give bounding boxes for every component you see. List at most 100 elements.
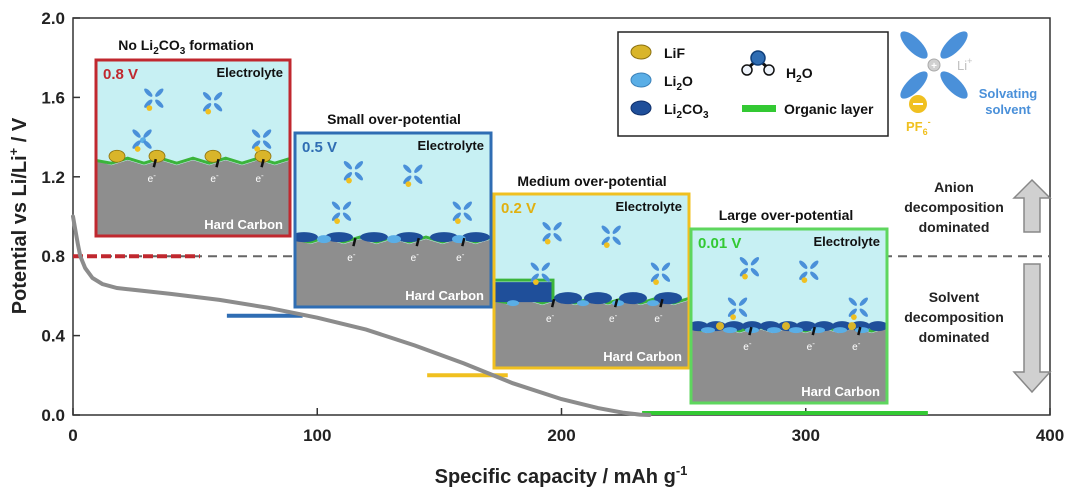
panel-border-3 — [689, 227, 889, 405]
solvent-lobe — [414, 164, 423, 173]
x-axis-label: Specific capacity / mAh g-1 — [435, 463, 688, 488]
x-tick-label-3: 300 — [792, 426, 820, 445]
anion-dot — [134, 146, 141, 152]
li2o-particle — [387, 235, 401, 244]
lif-particle — [108, 149, 126, 163]
panel-border-2 — [492, 192, 691, 370]
legend-label-h2o: H2O — [786, 65, 813, 85]
lif-particle — [716, 322, 724, 331]
solvent-annotation-line3: dominated — [919, 329, 990, 345]
anion-annotation-line2: decomposition — [904, 199, 1004, 215]
legend-box — [617, 31, 889, 137]
solvating-label-1: Solvating — [979, 86, 1038, 101]
li2co3-particle — [554, 292, 582, 305]
solvent-lobe — [661, 262, 671, 271]
electron-label: e- — [210, 171, 219, 185]
solvating-solvent-molecule — [542, 222, 562, 245]
solvent-lobe — [739, 257, 749, 266]
solvent-lobe — [144, 99, 153, 108]
x-tick-label-2: 200 — [547, 426, 575, 445]
solvent-lobe — [331, 201, 341, 210]
solvent-lobe — [331, 212, 341, 221]
li2o-particle — [507, 300, 519, 307]
lif-particle — [204, 149, 222, 163]
solvent-lobe — [727, 297, 737, 306]
electron-label: e- — [743, 339, 752, 353]
li2co3-particle — [462, 232, 490, 243]
anion-annotation-line3: dominated — [919, 219, 990, 235]
li2co3-particle — [360, 232, 388, 243]
solvent-lobe — [463, 201, 472, 210]
solvent-lobe — [414, 175, 423, 184]
panel-voltage-label: 0.5 V — [302, 139, 337, 156]
electron-label: e- — [148, 171, 157, 185]
y-tick-label-2: 0.8 — [41, 247, 65, 266]
panel-substrate-label: Hard Carbon — [204, 217, 283, 232]
li2o-particle — [723, 327, 737, 334]
solvating-solvent-molecule — [144, 88, 164, 111]
li2co3-particle — [430, 232, 458, 243]
solvent-lobe — [155, 99, 164, 108]
solvent-lobe — [251, 140, 261, 149]
solvating-solvent-molecule — [650, 262, 671, 285]
hard-carbon-substrate — [97, 160, 289, 235]
solvent-lobe — [354, 172, 364, 181]
solvent-lobe — [541, 262, 550, 271]
legend-label-lif: LiF — [664, 45, 685, 61]
y-axis-label: Potential vs Li/Li+ / V — [6, 117, 31, 314]
solvent-lobe — [343, 172, 353, 181]
li-plus-label: Li+ — [957, 56, 972, 73]
electron-arrow — [152, 158, 158, 168]
electron-arrow — [215, 158, 220, 168]
anion-dot — [801, 277, 808, 284]
electron-label: e- — [347, 250, 356, 264]
solvent-lobe — [542, 233, 551, 242]
li2o-particle — [647, 300, 659, 307]
anion-dot — [544, 238, 551, 245]
li2co3-particle — [619, 292, 647, 305]
solvent-lobe — [738, 297, 748, 306]
axis-ticks: 0 100 200 300 400 0.0 0.4 0.8 1.2 1.6 2.0 — [41, 9, 1064, 445]
solvent-lobe — [452, 201, 461, 210]
solvent-lobe — [750, 257, 760, 266]
electron-label: e- — [255, 171, 264, 185]
electron-arrow — [260, 158, 265, 168]
solvent-lobe — [859, 308, 868, 317]
li2o-particle — [855, 327, 869, 334]
anion-dot — [730, 314, 736, 320]
legend-swatch-li2co3 — [630, 100, 652, 116]
panel-heading-3: Large over-potential — [719, 207, 854, 223]
panel-3: e-e-e- 0.01 V Electrolyte Hard Carbon — [692, 230, 886, 402]
solvent-lobe — [354, 161, 364, 170]
solvating-solvent-molecule — [727, 297, 748, 320]
panel-substrate-label: Hard Carbon — [603, 349, 682, 364]
anion-dot — [455, 218, 461, 224]
hard-carbon-substrate — [495, 300, 688, 367]
electron-arrow — [461, 237, 466, 247]
legend-label-li2co3: Li2CO3 — [664, 101, 709, 121]
electron-arrow — [415, 237, 420, 247]
solvating-solvent-molecule — [251, 129, 272, 152]
solvating-solvent-molecule — [739, 257, 760, 280]
electron-arrow — [352, 237, 357, 247]
anion-annotation-line1: Anion — [934, 179, 974, 195]
pf6-label: PF6- — [906, 117, 931, 137]
solvent-arrow — [1012, 263, 1052, 394]
lif-particle — [848, 322, 856, 331]
solvating-solvent-molecule — [331, 201, 352, 224]
panel-electrolyte-label: Electrolyte — [418, 138, 484, 153]
anion-dot — [146, 105, 153, 111]
solvating-solvent-molecule — [601, 225, 621, 248]
solvent-lobe — [343, 161, 353, 170]
electron-arrow — [550, 298, 556, 308]
electron-arrow — [811, 326, 816, 336]
solvent-lobe — [342, 201, 352, 210]
hard-carbon-substrate — [296, 239, 490, 306]
solvent-lobe — [612, 225, 621, 234]
lif-particle — [782, 322, 790, 331]
solvent-lobe — [601, 225, 610, 234]
solvent-lobe — [143, 140, 152, 149]
panel-electrolyte-label: Electrolyte — [217, 65, 283, 80]
electron-label: e- — [609, 311, 618, 325]
